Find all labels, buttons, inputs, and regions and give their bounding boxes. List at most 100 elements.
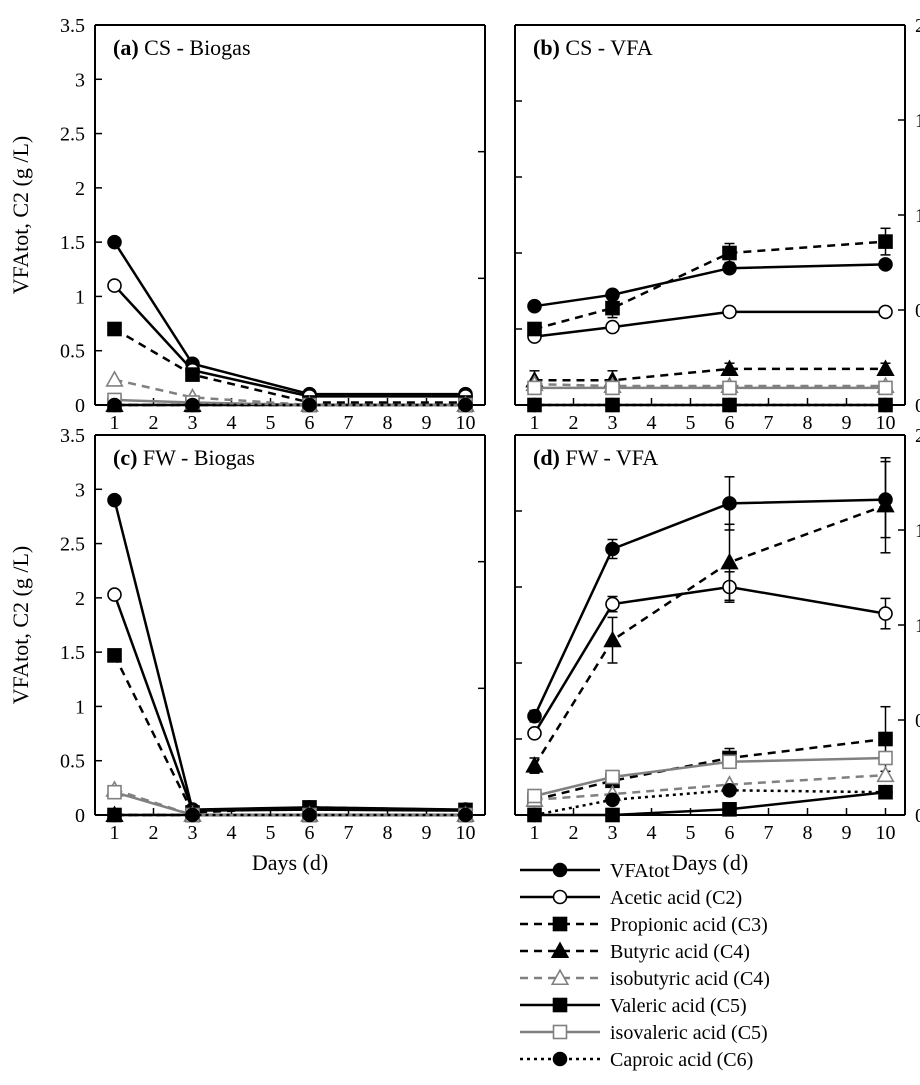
svg-text:1.5: 1.5 bbox=[60, 232, 85, 254]
series-VFAtot bbox=[535, 500, 886, 717]
svg-text:7: 7 bbox=[344, 412, 354, 434]
svg-text:3: 3 bbox=[188, 822, 198, 844]
series-Acetic bbox=[535, 312, 886, 337]
svg-text:3: 3 bbox=[608, 412, 618, 434]
svg-text:9: 9 bbox=[422, 822, 432, 844]
series-isoButyric bbox=[535, 775, 886, 800]
svg-text:2: 2 bbox=[569, 822, 579, 844]
svg-text:5: 5 bbox=[686, 412, 696, 434]
svg-text:8: 8 bbox=[803, 412, 813, 434]
series-Acetic bbox=[115, 595, 466, 811]
series-isoValeric bbox=[115, 792, 466, 815]
series-Butyric bbox=[535, 369, 886, 380]
svg-text:3: 3 bbox=[75, 479, 85, 501]
svg-text:10: 10 bbox=[876, 412, 896, 434]
svg-text:2: 2 bbox=[75, 178, 85, 200]
series-VFAtot bbox=[115, 242, 466, 394]
svg-text:1: 1 bbox=[530, 822, 540, 844]
legend-label: isovaleric acid (C5) bbox=[610, 1022, 768, 1044]
xlabel: Days (d) bbox=[672, 850, 748, 875]
svg-text:6: 6 bbox=[305, 822, 315, 844]
svg-text:1: 1 bbox=[530, 412, 540, 434]
svg-text:1: 1 bbox=[915, 205, 920, 227]
svg-text:1: 1 bbox=[75, 696, 85, 718]
svg-text:0.5: 0.5 bbox=[60, 751, 85, 773]
legend-label: isobutyric acid (C4) bbox=[610, 968, 770, 990]
ylabel-left: VFAtot, C2 (g /L) bbox=[8, 546, 33, 704]
series-Propionic bbox=[535, 242, 886, 329]
svg-text:5: 5 bbox=[266, 412, 276, 434]
svg-text:1: 1 bbox=[110, 412, 120, 434]
panel-tag: (a) CS - Biogas bbox=[113, 35, 251, 60]
panel-tag: (c) FW - Biogas bbox=[113, 445, 255, 470]
svg-text:2: 2 bbox=[915, 425, 920, 447]
svg-text:2.5: 2.5 bbox=[60, 534, 85, 556]
svg-text:0.5: 0.5 bbox=[60, 341, 85, 363]
svg-text:10: 10 bbox=[456, 822, 476, 844]
svg-text:3.5: 3.5 bbox=[60, 15, 85, 37]
svg-text:6: 6 bbox=[725, 822, 735, 844]
svg-text:3: 3 bbox=[188, 412, 198, 434]
svg-text:10: 10 bbox=[876, 822, 896, 844]
svg-text:2: 2 bbox=[915, 15, 920, 37]
series-Valeric bbox=[535, 792, 886, 815]
ylabel-left: VFAtot, C2 (g /L) bbox=[8, 136, 33, 294]
series-Propionic bbox=[115, 655, 466, 812]
svg-text:1: 1 bbox=[75, 286, 85, 308]
svg-text:1.5: 1.5 bbox=[60, 642, 85, 664]
svg-text:0.5: 0.5 bbox=[915, 710, 920, 732]
series-isoValeric bbox=[535, 758, 886, 796]
panel-tag: (b) CS - VFA bbox=[533, 35, 653, 60]
svg-text:0: 0 bbox=[75, 805, 85, 827]
svg-text:0: 0 bbox=[915, 395, 920, 417]
svg-text:3.5: 3.5 bbox=[60, 425, 85, 447]
svg-text:0.5: 0.5 bbox=[915, 300, 920, 322]
vfa-figure: 1234567891000.511.522.533.5(a) CS - Biog… bbox=[0, 0, 920, 1085]
legend-label: Butyric acid (C4) bbox=[610, 941, 750, 963]
svg-text:9: 9 bbox=[422, 412, 432, 434]
legend-label: Caproic acid (C6) bbox=[610, 1049, 753, 1071]
series-isoButyric bbox=[535, 384, 886, 386]
svg-text:9: 9 bbox=[842, 822, 852, 844]
series-Acetic bbox=[115, 286, 466, 397]
svg-text:1.5: 1.5 bbox=[915, 110, 920, 132]
svg-text:6: 6 bbox=[725, 412, 735, 434]
svg-text:4: 4 bbox=[227, 822, 237, 844]
svg-text:2: 2 bbox=[75, 588, 85, 610]
svg-text:7: 7 bbox=[764, 822, 774, 844]
panel-a: 1234567891000.511.522.533.5(a) CS - Biog… bbox=[60, 15, 485, 434]
svg-text:3: 3 bbox=[75, 69, 85, 91]
svg-text:5: 5 bbox=[266, 822, 276, 844]
legend: VFAtot Acetic acid (C2) Propionic acid (C… bbox=[520, 860, 770, 1071]
svg-text:2.5: 2.5 bbox=[60, 124, 85, 146]
svg-text:3: 3 bbox=[608, 822, 618, 844]
svg-text:7: 7 bbox=[764, 412, 774, 434]
svg-text:4: 4 bbox=[647, 412, 657, 434]
svg-text:1: 1 bbox=[915, 615, 920, 637]
panel-b: 1 2 3 4 5 6 7 8 9 10 0 0.5 1 1.5 2 (b) CS - VFA bbox=[515, 15, 920, 434]
legend-label: Propionic acid (C3) bbox=[610, 914, 768, 936]
panel-d: 1234567891000.511.52(d) FW - VFA bbox=[515, 425, 920, 844]
legend-label: VFAtot bbox=[610, 860, 670, 882]
svg-text:2: 2 bbox=[149, 822, 159, 844]
panel-tag: (d) FW - VFA bbox=[533, 445, 658, 470]
svg-text:8: 8 bbox=[803, 822, 813, 844]
panel-c: 1 2 3 4 5 6 7 8 9 10 0 0.5 1 1.5 2 2.5 3 3.5 (c) FW - Biog… bbox=[60, 425, 485, 844]
svg-text:8: 8 bbox=[383, 412, 393, 434]
legend-label: Valeric acid (C5) bbox=[610, 995, 747, 1017]
svg-text:10: 10 bbox=[456, 412, 476, 434]
svg-text:7: 7 bbox=[344, 822, 354, 844]
svg-text:8: 8 bbox=[383, 822, 393, 844]
series-Butyric bbox=[535, 505, 886, 765]
svg-text:9: 9 bbox=[842, 412, 852, 434]
xlabel: Days (d) bbox=[252, 850, 328, 875]
svg-text:2: 2 bbox=[569, 412, 579, 434]
svg-text:1.5: 1.5 bbox=[915, 520, 920, 542]
series-VFAtot bbox=[535, 264, 886, 306]
svg-text:0: 0 bbox=[75, 395, 85, 417]
svg-text:6: 6 bbox=[305, 412, 315, 434]
legend-label: Acetic acid (C2) bbox=[610, 887, 742, 909]
svg-text:0: 0 bbox=[915, 805, 920, 827]
svg-text:1: 1 bbox=[110, 822, 120, 844]
series-Acetic bbox=[535, 587, 886, 733]
